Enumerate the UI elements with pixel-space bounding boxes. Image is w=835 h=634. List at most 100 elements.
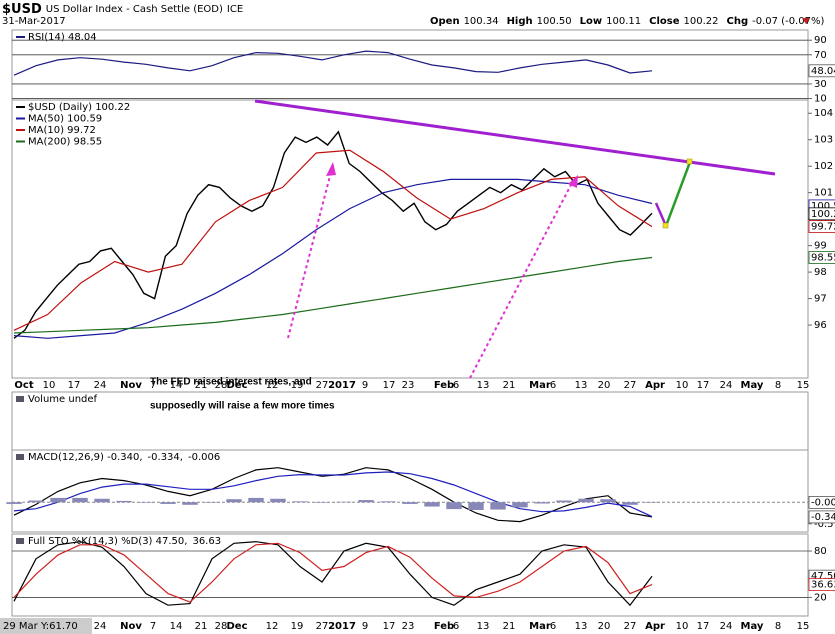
arrow <box>469 182 573 379</box>
x-tick-label: 9 <box>362 621 368 632</box>
instrument-name: US Dollar Index - Cash Settle (EOD) <box>46 4 223 15</box>
x-tick-label: 7 <box>150 621 156 632</box>
legend-entry: 36.63 <box>192 536 221 547</box>
x-tick-label: 27 <box>624 380 637 391</box>
histogram-bar <box>138 502 154 503</box>
x-tick-label: Nov <box>120 621 142 632</box>
x-tick-label: 10 <box>676 621 689 632</box>
y-tick-label: 103 <box>814 135 833 146</box>
x-tick-label: 9 <box>362 380 368 391</box>
x-tick-label: 17 <box>697 380 710 391</box>
value-box <box>808 510 835 524</box>
legend-entry: MA(200) 98.55 <box>28 137 102 148</box>
note: The FED raised interest rates, and <box>150 377 312 388</box>
legend-entry: MA(10) 99.72 <box>28 125 96 136</box>
arrow-head <box>326 162 336 176</box>
value-box-label: 47.50 <box>811 571 835 582</box>
histogram-bar <box>380 501 396 503</box>
x-tick-label: 14 <box>170 621 183 632</box>
x-tick-label: 24 <box>720 621 733 632</box>
value-box <box>808 220 835 233</box>
histogram-bar <box>6 502 22 504</box>
histogram-bar <box>204 502 220 503</box>
x-tick-label: 10 <box>676 380 689 391</box>
x-tick-label: 7 <box>150 380 156 391</box>
panel-title: Volume undef <box>28 394 98 405</box>
panel-frame <box>11 391 809 451</box>
x-tick-label: 23 <box>402 380 415 391</box>
value-box <box>808 64 835 78</box>
histogram-bar <box>556 500 572 503</box>
histogram-bar <box>160 502 176 504</box>
legend-entry: MACD(12,26,9) -0.340, <box>28 452 143 463</box>
x-tick-label: 20 <box>598 621 611 632</box>
quote-value: 100.34 <box>464 16 499 27</box>
marker <box>686 158 693 165</box>
note: supposedly will raise a few more times <box>150 401 335 412</box>
x-tick-label: Oct <box>14 380 33 391</box>
cursor-readout: 29 Mar Y:61.70 <box>3 621 78 632</box>
y-tick-label: 80 <box>814 546 827 557</box>
x-tick-label: 19 <box>291 380 304 391</box>
x-tick-label: 6 <box>550 380 556 391</box>
x-tick-label: May <box>741 621 764 632</box>
marker <box>662 222 669 229</box>
x-tick-label: 21 <box>195 380 208 391</box>
x-tick-label: 24 <box>94 380 107 391</box>
histogram-bar <box>644 502 660 503</box>
value-box-label: -0.00 <box>811 497 835 508</box>
symbol: $USD <box>2 2 42 17</box>
x-tick-label: 13 <box>575 621 588 632</box>
value-box-label: 100.2 <box>811 209 835 220</box>
series-line <box>13 471 653 518</box>
quote-label: Open <box>430 16 460 27</box>
histogram-bar <box>622 502 638 505</box>
value-box-label: -0.34 <box>811 512 835 523</box>
histogram-bar <box>116 500 132 503</box>
x-tick-label: 6 <box>550 621 556 632</box>
x-tick-label: Mar <box>529 380 551 391</box>
panels: Oct 10 17 24 Nov 7 14 21 28 Dec 12 19 27 2017 9 17 23 Feb… <box>6 29 835 632</box>
y-tick-label: 104 <box>814 108 833 119</box>
series-line <box>13 256 653 334</box>
value-box <box>808 251 835 264</box>
histogram-bar <box>314 502 330 503</box>
series-line <box>13 50 653 76</box>
histogram-bar <box>578 498 594 503</box>
value-box-label: 98.55 <box>811 253 835 264</box>
value-box <box>808 207 835 221</box>
date: 31-Mar-2017 <box>2 16 66 27</box>
x-tick-label: 24 <box>94 621 107 632</box>
x-tick-label: 12 <box>266 621 279 632</box>
legend-icon <box>16 454 24 460</box>
y-tick-label: 70 <box>814 50 827 61</box>
x-tick-label: Nov <box>120 380 142 391</box>
arrow <box>287 171 332 339</box>
x-tick-label: Dec <box>226 380 247 391</box>
histogram-bar <box>270 498 286 503</box>
projection <box>654 202 668 227</box>
y-tick-label: 102 <box>814 161 833 172</box>
x-tick-label: 23 <box>402 621 415 632</box>
x-tick-label: 8 <box>775 621 781 632</box>
y-tick-label: 98 <box>814 267 827 278</box>
quote-label: Chg <box>727 16 749 27</box>
histogram-bar <box>226 499 242 503</box>
legend-entry: $USD (Daily) 100.22 <box>28 102 130 113</box>
x-tick-label: 20 <box>598 380 611 391</box>
x-tick-label: 17 <box>383 380 396 391</box>
x-tick-label: Mar <box>529 621 551 632</box>
histogram-bar <box>248 497 264 503</box>
x-tick-label: 27 <box>316 621 329 632</box>
y-tick-label: 96 <box>814 320 827 331</box>
x-tick-label: 27 <box>316 380 329 391</box>
x-tick-label: 15 <box>797 380 810 391</box>
y-tick-label: 20 <box>814 592 827 603</box>
histogram-bar <box>50 497 66 503</box>
header-title: $USD US Dollar Index - Cash Settle (EOD) I… <box>2 2 243 17</box>
y-tick-label: 30 <box>814 79 827 90</box>
x-tick-label: 21 <box>503 621 516 632</box>
quote-value: 100.50 <box>537 16 572 27</box>
